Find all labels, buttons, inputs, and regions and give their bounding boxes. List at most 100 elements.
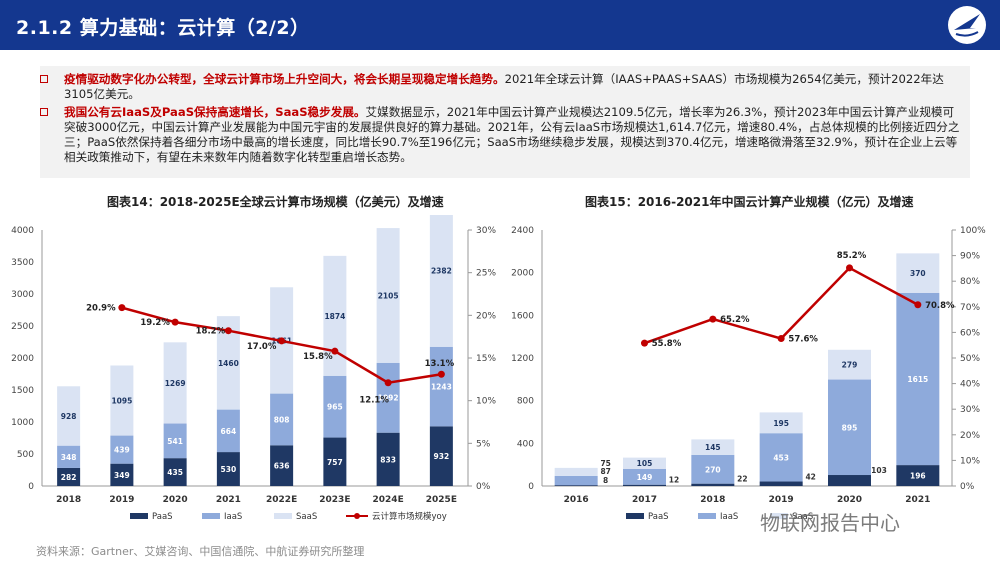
c15-ytick-label: 800 xyxy=(517,397,534,407)
c14-ytick-label: 500 xyxy=(17,450,34,460)
c14-bar-iaas xyxy=(57,445,81,468)
c15-bar-iaas xyxy=(896,292,940,466)
avic-logo-icon xyxy=(948,6,986,44)
c14-ytick-label: 2500 xyxy=(11,322,34,332)
c15-growth-point xyxy=(846,264,853,272)
c15-bar-paas xyxy=(896,465,940,486)
c15-bar-saas xyxy=(896,253,940,293)
c14-bar-label-paas: 932 xyxy=(434,452,450,461)
c14-legend-swatch xyxy=(130,513,148,519)
c14-bar-label-saas: 2382 xyxy=(431,267,452,276)
c14-bar-saas xyxy=(323,255,347,376)
c14-growth-label: 18.2% xyxy=(196,327,226,337)
c14-bar-label-iaas: 1243 xyxy=(431,383,452,392)
c15-xtick-label: 2019 xyxy=(769,495,794,505)
c15-legend-label: SaaS xyxy=(792,512,813,522)
c15-growth-point xyxy=(641,339,648,347)
c15-bar-saas xyxy=(828,349,871,380)
c14-growth-point xyxy=(171,318,179,326)
c14-y2tick-label: 25% xyxy=(476,269,496,279)
bullet-square-icon xyxy=(40,108,48,116)
c14-growth-label: 13.1% xyxy=(425,359,455,369)
c14-bar-label-paas: 349 xyxy=(114,471,130,480)
c15-ytick-label: 2400 xyxy=(511,226,534,236)
c15-bar-paas xyxy=(623,484,666,486)
c14-bar-label-saas: 1874 xyxy=(324,312,345,321)
c15-ytick-label: 1200 xyxy=(511,354,534,364)
chart15-title: 图表15：2016-2021年中国云计算产业规模（亿元）及增速 xyxy=(585,195,914,209)
c14-bar-label-saas: 1460 xyxy=(218,359,239,368)
c14-bar-paas xyxy=(376,432,400,486)
c14-y2tick-label: 30% xyxy=(476,226,496,236)
c15-legend-label: IaaS xyxy=(720,512,738,522)
c15-y2tick-label: 0% xyxy=(960,482,975,492)
c15-ytick-label: 1600 xyxy=(511,311,534,321)
c15-bar-label-saas: 195 xyxy=(773,419,789,428)
bullet-highlight: 我国公有云IaaS及PaaS保持高速增长，SaaS稳步发展。 xyxy=(64,105,366,119)
c15-bar-saas xyxy=(759,412,803,434)
c14-bar-label-saas: 2105 xyxy=(378,291,399,300)
c15-bar-label-iaas: 1615 xyxy=(907,375,928,384)
chart14-title: 图表14：2018-2025E全球云计算市场规模（亿美元）及增速 xyxy=(107,195,444,209)
c15-bar-paas xyxy=(554,485,598,486)
c14-growth-point xyxy=(278,337,286,345)
c14-bar-label-saas: 928 xyxy=(61,412,77,421)
c14-bar-saas xyxy=(216,316,240,410)
global-cloud-chart: 0 500 1000 1500 2000 2500 3000 3500 4000 0% 5% 10% 1… xyxy=(11,215,496,522)
c14-bar-iaas xyxy=(270,393,294,446)
c14-bar-paas xyxy=(323,437,347,486)
c15-y2tick-label: 20% xyxy=(960,431,980,441)
c15-xtick-label: 2018 xyxy=(700,495,725,505)
c15-bar-saas xyxy=(623,457,666,469)
c15-bar-label-iaas: 149 xyxy=(637,473,653,482)
c14-legend-label: IaaS xyxy=(224,512,242,522)
c14-growth-label: 17.0% xyxy=(247,342,277,352)
c15-bar-iaas xyxy=(554,475,598,486)
c14-bar-paas xyxy=(216,452,240,486)
china-cloud-chart: 0 400 800 1200 1600 2000 2400 0% 10% 20% 30% 40% 50%… xyxy=(511,226,986,522)
c14-growth-point xyxy=(118,304,126,312)
c15-y2tick-label: 70% xyxy=(960,303,980,313)
c14-bar-paas xyxy=(110,463,134,486)
c14-bar-iaas xyxy=(323,375,347,438)
c14-growth-label: 20.9% xyxy=(86,304,116,314)
slide-title: 2.1.2 算力基础：云计算（2/2） xyxy=(16,17,310,39)
c15-bar-iaas xyxy=(759,433,803,482)
c15-bar-label-iaas: 895 xyxy=(842,423,858,432)
c14-bar-iaas xyxy=(110,435,134,464)
c15-ytick-label: 400 xyxy=(517,439,534,449)
c15-growth-point xyxy=(914,301,922,309)
c14-xtick-label: 2022E xyxy=(266,495,297,505)
c15-xtick-label: 2021 xyxy=(905,495,930,505)
c14-xtick-label: 2020 xyxy=(163,495,188,505)
c15-y2tick-label: 10% xyxy=(960,456,980,466)
c15-y2tick-label: 50% xyxy=(960,354,980,364)
c15-y2tick-label: 60% xyxy=(960,328,980,338)
c15-ytick-label: 2000 xyxy=(511,269,534,279)
c14-growth-point xyxy=(437,370,445,378)
c14-y2tick-label: 5% xyxy=(476,439,491,449)
c14-legend-swatch xyxy=(274,513,292,519)
c14-y2tick-label: 20% xyxy=(476,311,496,321)
c14-bar-label-iaas: 439 xyxy=(114,446,130,455)
c14-legend-label: SaaS xyxy=(296,512,317,522)
c14-bar-label-paas: 530 xyxy=(221,465,237,474)
c14-growth-point xyxy=(331,347,339,355)
c14-ytick-label: 1500 xyxy=(11,386,34,396)
c14-growth-point xyxy=(384,379,392,387)
c15-ytick-label: 0 xyxy=(528,482,534,492)
c14-legend-marker xyxy=(354,513,360,519)
c15-bar-saas xyxy=(691,439,735,455)
c15-growth-label: 57.6% xyxy=(788,335,818,345)
c15-bar-label-paas: 42 xyxy=(805,473,815,482)
c14-bar-label-paas: 282 xyxy=(61,473,77,482)
c14-bar-label-paas: 833 xyxy=(380,455,396,464)
c14-bar-label-iaas: 965 xyxy=(327,403,343,412)
c15-bar-label-iaas: 270 xyxy=(705,465,721,474)
source-note: 资料来源：Gartner、艾媒咨询、中国信通院、中航证券研究所整理 xyxy=(36,545,365,558)
bullet-global-cloud: 疫情驱动数字化办公转型，全球云计算市场上升空间大，将会长期呈现稳定增长趋势。20… xyxy=(40,72,964,102)
c15-bar-paas xyxy=(828,475,871,486)
c14-growth-label: 15.8% xyxy=(303,352,333,362)
c15-bar-label-paas: 22 xyxy=(737,475,747,484)
c14-bar-label-paas: 757 xyxy=(327,458,343,467)
